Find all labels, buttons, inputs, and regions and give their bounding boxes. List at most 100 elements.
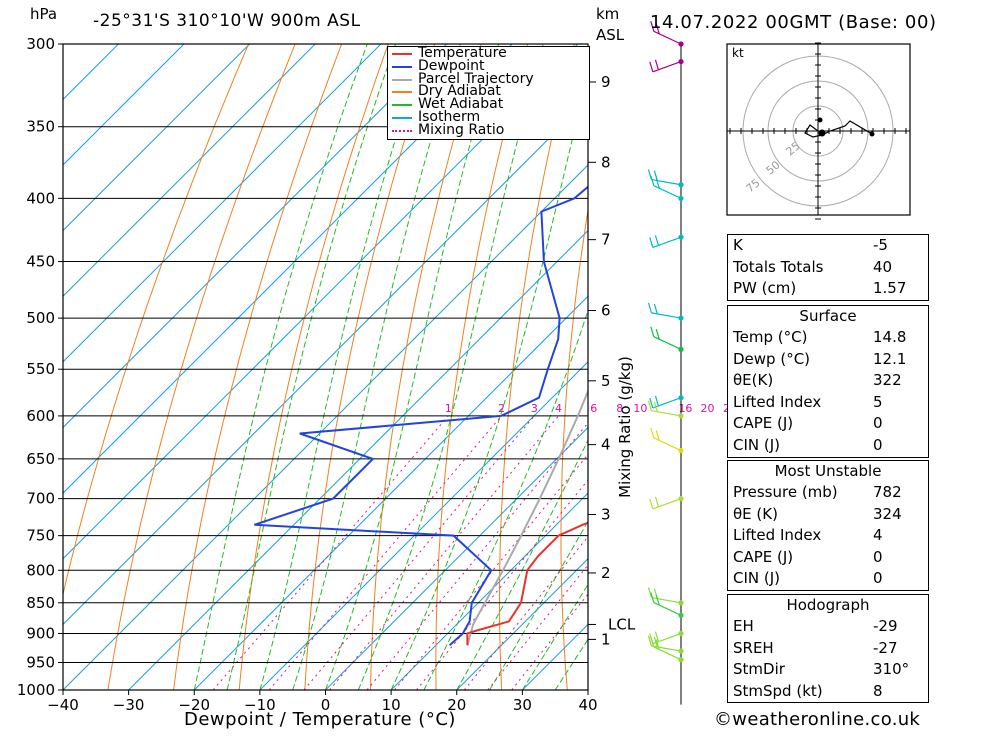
legend-swatch	[392, 91, 412, 94]
wind-barb-staff	[651, 178, 682, 186]
dry-adiabat-line	[238, 44, 389, 690]
wind-barb-flag	[649, 61, 654, 73]
asl-unit-label: ASL	[596, 26, 625, 44]
legend-item: Temperature	[388, 46, 589, 60]
pressure-tick-label: 900	[26, 624, 55, 642]
wind-barb-flag	[647, 400, 653, 411]
dry-adiabat-line	[678, 44, 713, 690]
pressure-tick-label: 550	[26, 360, 55, 378]
wind-barb-staff	[651, 410, 682, 417]
wind-barb-flag	[655, 639, 660, 650]
mixing-ratio-label: 8	[616, 402, 623, 415]
hpa-unit-label: hPa	[30, 5, 58, 23]
wind-barb-flag	[650, 21, 655, 32]
temperature-tick-label: −40	[47, 696, 79, 714]
mixing-ratio-line	[268, 415, 502, 690]
temperature-tick-label: 20	[447, 696, 466, 714]
sreh-row: SREH -27	[733, 638, 898, 657]
wind-barb-staff	[651, 645, 682, 652]
legend-swatch	[392, 65, 412, 68]
totals-totals-row: Totals Totals 40	[733, 257, 893, 276]
legend-swatch	[392, 129, 412, 132]
mixing-ratio-line	[394, 453, 588, 690]
isotherm-line	[193, 295, 588, 690]
stmspd-row: StmSpd (kt) 8	[733, 681, 883, 700]
wind-barb-flag	[653, 303, 658, 315]
legend-item: Wet Adiabat	[388, 96, 589, 113]
wind-barb-staff	[651, 312, 682, 319]
km-tick-label: 2	[601, 564, 611, 582]
surface-temp-row: Temp (°C) 14.8	[733, 328, 907, 346]
surface-title: Surface	[799, 307, 857, 325]
legend-label: Wet Adiabat	[418, 96, 504, 113]
wind-barb-flag	[655, 329, 660, 340]
km-tick-label: 6	[601, 302, 611, 320]
km-unit-label: km	[596, 5, 620, 23]
wind-barb-staff	[653, 30, 682, 45]
pressure-tick-label: 950	[26, 653, 55, 671]
wind-barb-flag	[654, 395, 660, 407]
parcel-trajectory-line	[466, 388, 588, 646]
mu-cin-row: CIN (J) 0	[733, 569, 883, 588]
eh-row: EH -29	[733, 617, 898, 635]
legend-item: Dewpoint	[388, 59, 589, 73]
isotherm-line	[63, 44, 185, 166]
isotherm-line	[259, 361, 588, 690]
isotherm-line	[456, 558, 588, 690]
km-tick-label: 7	[601, 231, 611, 249]
km-tick-label: 4	[601, 436, 611, 454]
dry-adiabat-line	[370, 44, 482, 690]
mixing-ratio-label: 6	[590, 402, 597, 415]
legend-swatch	[392, 116, 412, 119]
chart-legend: Temperature Dewpoint Parcel Trajectory Dry …	[387, 46, 590, 140]
mu-pressure-row: Pressure (mb) 782	[733, 483, 902, 501]
mixing-ratio-line	[487, 564, 588, 690]
legend-label: Dry Adiabat	[418, 83, 501, 100]
dry-adiabat-line	[943, 44, 1000, 690]
legend-swatch	[392, 104, 412, 107]
km-tick-label: 3	[601, 505, 611, 523]
mixing-ratio-label: 10	[633, 402, 647, 415]
wet-adiabat-line	[226, 44, 397, 690]
mu-theta-row: θE (K) 324	[733, 504, 902, 523]
location-title: -25°31'S 310°10'W 900m ASL	[93, 11, 361, 31]
hodograph-storm-marker	[818, 129, 826, 137]
pressure-tick-label: 400	[26, 189, 55, 207]
wind-barb-staff	[652, 397, 682, 409]
km-tick-label: 9	[601, 73, 611, 91]
legend-item: Parcel Trajectory	[388, 70, 589, 87]
site-credit-link[interactable]: ©weatheronline.co.uk	[714, 709, 921, 730]
dry-adiabat-line	[107, 44, 296, 690]
wind-barb-flag	[650, 592, 655, 603]
hodograph-title: Hodograph	[786, 596, 870, 614]
wind-barb-flag	[647, 302, 653, 314]
wind-barb-staff	[652, 498, 682, 510]
wind-barb-flag	[649, 397, 654, 409]
isotherm-line	[63, 44, 119, 101]
legend-item: Dry Adiabat	[388, 85, 589, 98]
mixing-ratio-line	[329, 415, 559, 690]
mixing-ratio-label: 16	[678, 402, 692, 415]
wind-barb-flag	[653, 401, 658, 412]
wind-barb-flag	[653, 636, 658, 648]
isotherm-line	[63, 98, 588, 626]
isotherm-line	[63, 44, 513, 494]
km-tick-label: 8	[601, 153, 611, 171]
temperature-tick-label: −10	[244, 696, 276, 714]
isotherm-line	[63, 44, 316, 297]
legend-label: Parcel Trajectory	[418, 70, 534, 87]
hodograph-point	[869, 131, 875, 137]
dry-adiabat-line	[435, 44, 529, 690]
wind-barb-staff	[653, 602, 682, 616]
lcl-label: LCL	[608, 615, 636, 633]
wet-adiabat-line	[489, 520, 588, 690]
wet-adiabat-line	[292, 44, 461, 690]
isotherm-line	[63, 44, 250, 232]
wind-barb-staff	[652, 61, 682, 73]
wind-barb-dot	[678, 648, 684, 654]
surface-theta-row: θE(K) 322	[733, 371, 902, 390]
wind-barb-staff	[653, 336, 682, 350]
wind-barb-flag	[650, 175, 655, 186]
